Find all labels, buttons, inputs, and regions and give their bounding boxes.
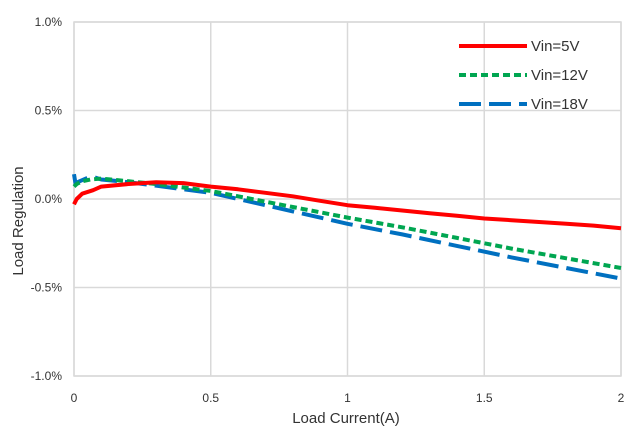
tick-layer: 1.0% 0.5% 0.0% -0.5% -1.0% 0 0.5 1 1.5 2 bbox=[31, 15, 625, 405]
y-tick-label: 1.0% bbox=[35, 15, 63, 29]
y-axis-title: Load Regulation bbox=[10, 166, 27, 275]
x-tick-label: 1 bbox=[344, 391, 351, 405]
y-tick-label: 0.0% bbox=[35, 192, 63, 206]
legend-label-vin-12v: Vin=12V bbox=[531, 67, 588, 84]
series-line-vin-12v bbox=[72, 176, 622, 270]
x-axis-title: Load Current(A) bbox=[292, 410, 400, 427]
series-line-vin-5v bbox=[72, 180, 622, 231]
legend-label-vin-5v: Vin=5V bbox=[531, 38, 580, 55]
x-tick-label: 0 bbox=[71, 391, 78, 405]
x-tick-label: 1.5 bbox=[476, 391, 493, 405]
grid-layer bbox=[73, 21, 622, 377]
y-tick-label: -0.5% bbox=[31, 281, 63, 295]
legend-label-vin-18v: Vin=18V bbox=[531, 96, 588, 113]
x-tick-label: 0.5 bbox=[202, 391, 219, 405]
y-tick-label: 0.5% bbox=[35, 104, 63, 118]
legend: Vin=5V Vin=12V Vin=18V bbox=[459, 38, 588, 113]
series-layer bbox=[72, 173, 622, 281]
x-tick-label: 2 bbox=[618, 391, 625, 405]
y-tick-label: -1.0% bbox=[31, 369, 63, 383]
series-line-vin-18v bbox=[72, 173, 622, 281]
